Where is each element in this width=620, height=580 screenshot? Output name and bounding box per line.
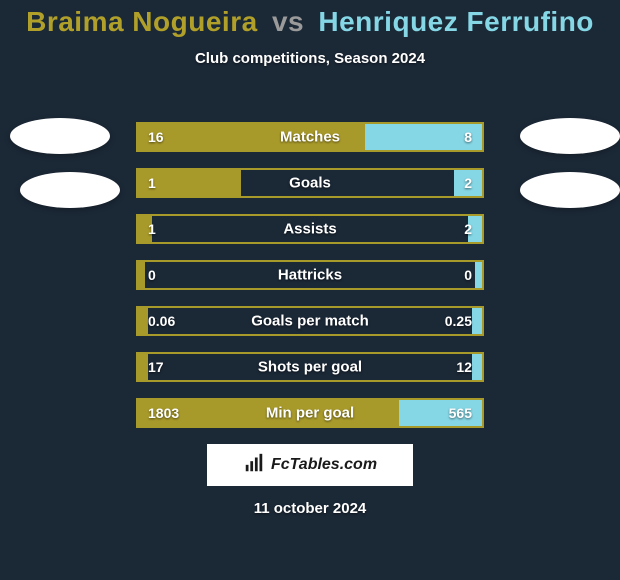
stat-label: Min per goal xyxy=(138,405,482,422)
stat-label: Matches xyxy=(138,129,482,146)
stat-row: 1803565Min per goal xyxy=(136,398,484,428)
comparison-title: Braima Nogueira vs Henriquez Ferrufino xyxy=(0,0,620,38)
stats-bars: 168Matches 12Goals 12Assists 00Hattricks 0.0… xyxy=(136,122,484,444)
stat-row: 12Goals xyxy=(136,168,484,198)
vs-text: vs xyxy=(272,6,304,37)
stat-label: Hattricks xyxy=(138,267,482,284)
player2-photo-placeholder xyxy=(520,118,620,154)
stat-row: 12Assists xyxy=(136,214,484,244)
player1-name: Braima Nogueira xyxy=(26,6,258,37)
brand-badge: FcTables.com xyxy=(207,444,413,486)
stat-label: Shots per goal xyxy=(138,359,482,376)
stat-row: 00Hattricks xyxy=(136,260,484,290)
player2-photo-placeholder-2 xyxy=(520,172,620,208)
chart-icon xyxy=(243,452,265,479)
player1-photo-placeholder xyxy=(10,118,110,154)
player1-photo-placeholder-2 xyxy=(20,172,120,208)
date-text: 11 october 2024 xyxy=(0,500,620,517)
stat-row: 168Matches xyxy=(136,122,484,152)
player2-name: Henriquez Ferrufino xyxy=(318,6,594,37)
stat-label: Goals per match xyxy=(138,313,482,330)
stat-label: Assists xyxy=(138,221,482,238)
stat-row: 1712Shots per goal xyxy=(136,352,484,382)
stat-label: Goals xyxy=(138,175,482,192)
stat-row: 0.060.25Goals per match xyxy=(136,306,484,336)
subtitle: Club competitions, Season 2024 xyxy=(0,50,620,67)
brand-text: FcTables.com xyxy=(271,456,377,474)
